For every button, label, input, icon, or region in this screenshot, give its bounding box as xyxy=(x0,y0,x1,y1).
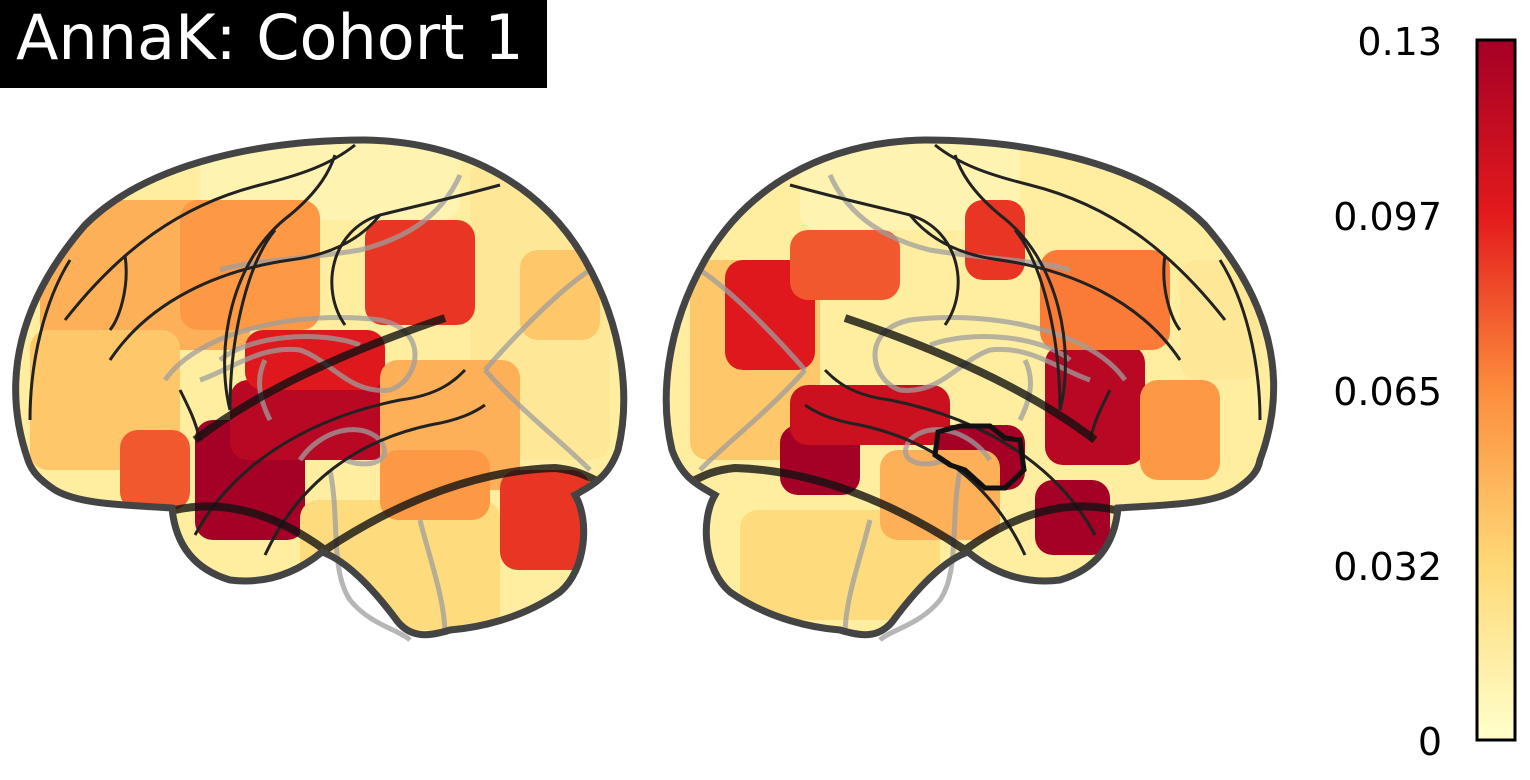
left-brain-outline xyxy=(12,136,628,639)
left-region-map xyxy=(15,140,624,635)
region xyxy=(365,220,475,325)
region xyxy=(120,430,190,510)
colorbar-tick-label: 0 xyxy=(1417,720,1442,764)
left-hemisphere-view xyxy=(12,136,628,642)
region xyxy=(1035,480,1110,555)
colorbar-tick-label: 0.13 xyxy=(1357,20,1442,64)
left-glass-lines xyxy=(162,173,592,642)
right-glass-lines xyxy=(698,173,1128,642)
region xyxy=(1140,380,1220,480)
figure-title: AnnaK: Cohort 1 xyxy=(16,1,524,74)
region xyxy=(790,385,950,445)
colorbar-tick-label: 0.065 xyxy=(1333,370,1442,414)
colorbar xyxy=(1475,38,1517,742)
right-main-fissures xyxy=(693,314,1116,555)
region xyxy=(1040,250,1170,350)
colorbar-tick-label: 0.097 xyxy=(1333,195,1442,239)
right-hemisphere-view xyxy=(662,136,1278,642)
region xyxy=(500,470,590,570)
title-banner: AnnaK: Cohort 1 xyxy=(0,0,547,88)
right-region-map xyxy=(666,140,1274,635)
region xyxy=(230,380,390,460)
colorbar-tick-label: 0.032 xyxy=(1333,545,1442,589)
right-brain-outline xyxy=(662,136,1278,639)
highlighted-region-contour xyxy=(932,423,1027,491)
left-main-fissures xyxy=(174,314,597,555)
region xyxy=(790,230,900,300)
region xyxy=(1180,260,1260,380)
right-sulcus-lines xyxy=(789,143,1262,556)
